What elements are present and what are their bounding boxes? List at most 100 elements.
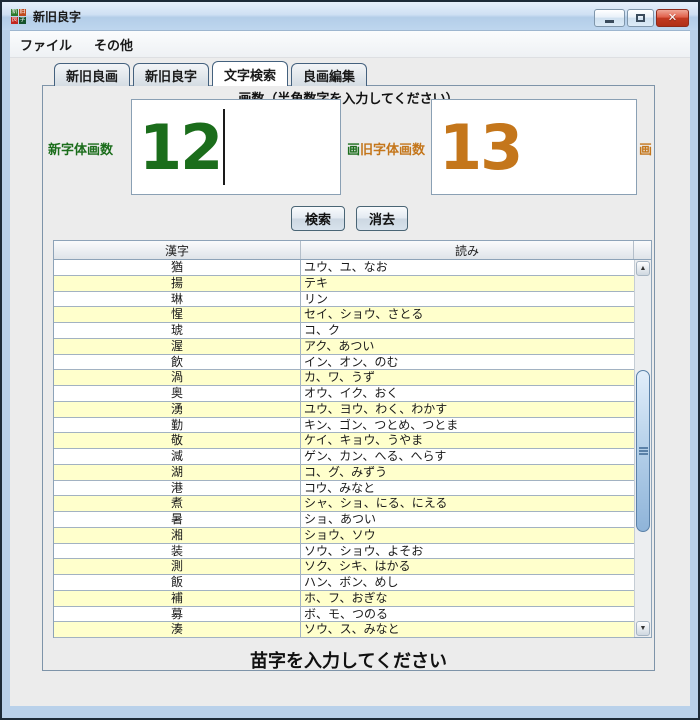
table-row[interactable]: 港 コウ、みなと xyxy=(54,480,634,497)
yomi-cell: ショ、あつい xyxy=(304,512,377,526)
yomi-cell: コ、グ、みずう xyxy=(304,464,388,479)
maximize-button[interactable] xyxy=(627,9,654,27)
yomi-cell: ホ、フ、おぎな xyxy=(304,590,388,605)
character-search-panel: 画数（半角数字を入力してください） 新字体画数 12 画 旧字体画数 13 画 … xyxy=(42,85,655,671)
kanji-cell: 減 xyxy=(54,449,301,464)
old-style-stroke-label: 旧字体画数 xyxy=(360,142,426,157)
tab-moji-kensaku[interactable]: 文字検索 xyxy=(212,61,289,86)
table-row[interactable]: 飯 ハン、ボン、めし xyxy=(54,575,634,591)
close-button[interactable]: ✕ xyxy=(656,9,689,27)
kanji-cell: 煮 xyxy=(54,496,301,511)
table-row[interactable]: 渥 アク、あつい xyxy=(54,338,634,355)
kanji-cell: 測 xyxy=(54,559,301,574)
kanji-cell: 猶 xyxy=(54,260,301,275)
kanji-cell: 港 xyxy=(54,480,301,496)
clear-button[interactable]: 消去 xyxy=(356,206,408,231)
old-stroke-count-input[interactable]: 13 xyxy=(431,99,637,195)
yomi-cell: テキ xyxy=(304,275,329,290)
yomi-cell: コウ、みなと xyxy=(304,480,376,495)
old-stroke-unit-label: 画 xyxy=(639,142,653,157)
yomi-cell: オウ、イク、おく xyxy=(304,386,399,400)
table-row[interactable]: 湖 コ、グ、みずう xyxy=(54,464,634,481)
new-style-stroke-label: 新字体画数 xyxy=(48,142,114,157)
table-row[interactable]: 減 ゲン、カン、へる、へらす xyxy=(54,449,634,465)
table-row[interactable]: 惺 セイ、ショウ、さとる xyxy=(54,307,634,323)
yomi-cell: コ、ク xyxy=(304,323,341,337)
table-row[interactable]: 補 ホ、フ、おぎな xyxy=(54,590,634,607)
table-body: 猶 ユウ、ユ、なお 揚 テキ 琳 リン 惺 セイ、ショウ、さとる 琥 コ、ク 渥… xyxy=(54,260,634,638)
table-row[interactable]: 湧 ユウ、ヨウ、わく、わかす xyxy=(54,401,634,418)
kanji-cell: 惺 xyxy=(54,307,301,322)
table-row[interactable]: 湊 ソウ、ス、みなと xyxy=(54,622,634,638)
app-icon: 新 旧 良 字 xyxy=(11,8,26,24)
yomi-cell: ゲン、カン、へる、へらす xyxy=(304,449,447,463)
table-row[interactable]: 煮 シャ、ショ、にる、にえる xyxy=(54,496,634,512)
menu-other[interactable]: その他 xyxy=(94,37,134,53)
tab-ryoga-henshu[interactable]: 良画編集 xyxy=(291,63,368,86)
column-header-yomi[interactable]: 読み xyxy=(301,241,634,259)
table-row[interactable]: 奥 オウ、イク、おく xyxy=(54,386,634,402)
title-bar[interactable]: 新 旧 良 字 新旧良字 ✕ xyxy=(2,2,698,30)
yomi-cell: セイ、ショウ、さとる xyxy=(304,307,424,322)
kanji-cell: 琳 xyxy=(54,291,301,307)
table-row[interactable]: 装 ソウ、ショウ、よそお xyxy=(54,543,634,560)
window-controls: ✕ xyxy=(594,9,689,27)
kanji-cell: 飯 xyxy=(54,575,301,590)
table-row[interactable]: 測 ソク、シキ、はかる xyxy=(54,559,634,575)
down-arrow-icon: ▼ xyxy=(639,625,647,632)
search-button[interactable]: 検索 xyxy=(291,206,345,231)
yomi-cell: ボ、モ、つのる xyxy=(304,606,389,621)
new-stroke-count-value: 12 xyxy=(139,110,223,184)
thumb-grip-icon xyxy=(638,447,648,455)
kanji-cell: 募 xyxy=(54,606,301,622)
table-row[interactable]: 敬 ケイ、キョウ、うやま xyxy=(54,433,634,449)
window-title: 新旧良字 xyxy=(33,9,82,24)
window-content: ファイル その他 新旧良画 新旧良字 文字検索 良画編集 画数（半角数字を入力し… xyxy=(10,30,690,706)
minimize-icon xyxy=(605,20,614,23)
yomi-cell: ソク、シキ、はかる xyxy=(304,559,411,574)
maximize-icon xyxy=(636,14,645,22)
yomi-cell: アク、あつい xyxy=(304,338,375,353)
app-icon-char: 旧 xyxy=(19,8,26,16)
column-header-kanji[interactable]: 漢字 xyxy=(54,241,301,259)
kanji-cell: 湘 xyxy=(54,527,301,543)
table-row[interactable]: 渦 カ、ワ、うず xyxy=(54,370,634,386)
scroll-down-button[interactable]: ▼ xyxy=(636,621,650,636)
yomi-cell: ソウ、ス、みなと xyxy=(304,622,400,637)
table-row[interactable]: 暑 ショ、あつい xyxy=(54,512,634,528)
minimize-button[interactable] xyxy=(594,9,625,27)
table-row[interactable]: 琳 リン xyxy=(54,291,634,308)
kanji-cell: 装 xyxy=(54,543,301,559)
up-arrow-icon: ▲ xyxy=(639,265,647,272)
tab-shinkyu-ryoga[interactable]: 新旧良画 xyxy=(54,63,131,86)
old-stroke-count-value: 13 xyxy=(439,110,523,184)
kanji-cell: 補 xyxy=(54,590,301,606)
menu-file[interactable]: ファイル xyxy=(20,37,73,53)
new-stroke-unit-label: 画 xyxy=(347,142,361,157)
surname-instruction: 苗字を入力してください xyxy=(250,651,447,671)
yomi-cell: カ、ワ、うず xyxy=(304,370,376,385)
app-icon-char: 良 xyxy=(11,16,18,24)
scrollbar-thumb[interactable] xyxy=(636,370,650,532)
table-row[interactable]: 猶 ユウ、ユ、なお xyxy=(54,260,634,276)
kanji-cell: 渦 xyxy=(54,370,301,385)
text-cursor xyxy=(223,109,226,185)
table-row[interactable]: 琥 コ、ク xyxy=(54,323,634,339)
scroll-up-button[interactable]: ▲ xyxy=(636,261,650,276)
table-row[interactable]: 揚 テキ xyxy=(54,275,634,292)
tab-shinkyu-ryoji[interactable]: 新旧良字 xyxy=(133,63,210,86)
yomi-cell: ショウ、ソウ xyxy=(304,527,376,542)
kanji-cell: 湖 xyxy=(54,464,301,480)
table-row[interactable]: 勤 キン、ゴン、つとめ、つとま xyxy=(54,417,634,434)
kanji-cell: 敬 xyxy=(54,433,301,448)
tab-strip: 新旧良画 新旧良字 文字検索 良画編集 xyxy=(54,61,368,86)
kanji-cell: 琥 xyxy=(54,323,301,338)
table-row[interactable]: 湘 ショウ、ソウ xyxy=(54,527,634,544)
new-stroke-count-input[interactable]: 12 xyxy=(131,99,341,195)
kanji-cell: 揚 xyxy=(54,275,301,291)
table-row[interactable]: 募 ボ、モ、つのる xyxy=(54,606,634,623)
table-row[interactable]: 飲 イン、オン、のむ xyxy=(54,354,634,371)
vertical-scrollbar[interactable]: ▲ ▼ xyxy=(634,260,651,637)
kanji-cell: 湊 xyxy=(54,622,301,637)
